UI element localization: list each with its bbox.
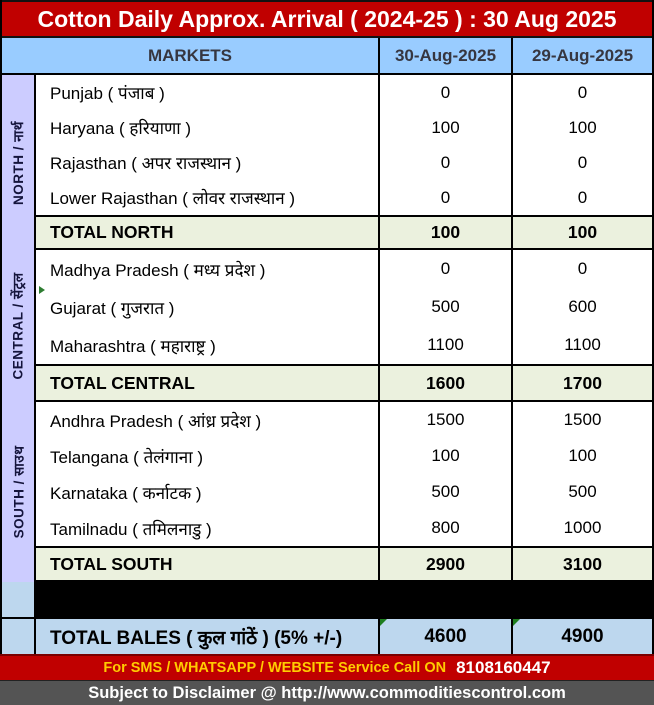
market-name: Maharashtra ( महाराष्ट्र ) xyxy=(36,326,380,364)
value-current: 0 xyxy=(380,145,513,180)
grand-total-left-cell xyxy=(2,619,36,654)
grand-total-value-current: 4600 xyxy=(380,619,513,654)
sms-service-text: For SMS / WHATSAPP / WEBSITE Service Cal… xyxy=(103,660,447,676)
disclaimer-bar: Subject to Disclaimer @ http://www.commo… xyxy=(0,680,654,705)
sms-service-phone: 8108160447 xyxy=(456,658,551,677)
comment-marker-icon xyxy=(380,619,387,626)
total-row-central: TOTAL CENTRAL 1600 1700 xyxy=(36,364,652,402)
spacer-row xyxy=(2,582,652,617)
value-current: 100 xyxy=(380,438,513,474)
market-name: Lower Rajasthan ( लोवर राजस्थान ) xyxy=(36,180,380,215)
market-name: Tamilnadu ( तमिलनाडु ) xyxy=(36,510,380,546)
value-previous: 0 xyxy=(577,187,588,207)
total-row-north: TOTAL NORTH 100 100 xyxy=(36,215,652,250)
value-previous: 0 xyxy=(577,82,588,102)
value-current: 800 xyxy=(380,510,513,546)
table-row: Punjab ( पंजाब ) 0 0 xyxy=(36,75,652,110)
value-current: 0 xyxy=(380,180,513,215)
value-current: 1100 xyxy=(380,326,513,364)
total-value-previous: 100 xyxy=(567,222,598,242)
table-row: Andhra Pradesh ( आंध्र प्रदेश ) 1500 150… xyxy=(36,402,652,438)
section-south: SOUTH / साउथ Andhra Pradesh ( आंध्र प्रद… xyxy=(2,402,652,582)
total-value-previous: 1700 xyxy=(563,372,602,393)
table-row: Haryana ( हरियाणा ) 100 100 xyxy=(36,110,652,145)
report-title-bar: Cotton Daily Approx. Arrival ( 2024-25 )… xyxy=(2,0,652,38)
comment-marker-icon xyxy=(39,286,45,294)
table-row: Rajasthan ( अपर राजस्थान ) 0 0 xyxy=(36,145,652,180)
total-value-current: 1600 xyxy=(380,366,513,400)
comment-marker-icon xyxy=(513,619,520,626)
total-label: TOTAL CENTRAL xyxy=(36,366,380,400)
value-previous: 0 xyxy=(577,259,588,278)
value-previous: 100 xyxy=(568,446,597,465)
market-name: Rajasthan ( अपर राजस्थान ) xyxy=(36,145,380,180)
value-current: 500 xyxy=(380,288,513,326)
market-name: Madhya Pradesh ( मध्य प्रदेश ) xyxy=(36,250,380,288)
disclaimer-text: Subject to Disclaimer @ http://www.commo… xyxy=(88,683,566,702)
section-label-north: NORTH / नार्थ xyxy=(2,75,36,250)
section-label-central: CENTRAL / सेंट्रल xyxy=(2,250,36,402)
total-value-current: 2900 xyxy=(380,548,513,580)
market-name: Andhra Pradesh ( आंध्र प्रदेश ) xyxy=(36,402,380,438)
value-previous: 1100 xyxy=(564,335,601,354)
section-label-south: SOUTH / साउथ xyxy=(2,402,36,582)
market-name: Telangana ( तेलंगाना ) xyxy=(36,438,380,474)
grand-total-value-previous: 4900 xyxy=(513,619,652,654)
value-previous: 1500 xyxy=(563,410,602,429)
total-label: TOTAL NORTH xyxy=(36,217,380,248)
total-value-current: 100 xyxy=(380,217,513,248)
table-row: Lower Rajasthan ( लोवर राजस्थान ) 0 0 xyxy=(36,180,652,215)
value-current: 0 xyxy=(380,75,513,110)
value-previous: 500 xyxy=(568,482,597,501)
table-row: Telangana ( तेलंगाना ) 100 100 xyxy=(36,438,652,474)
column-header-markets: MARKETS xyxy=(2,38,380,73)
value-previous: 0 xyxy=(577,152,588,172)
value-current: 100 xyxy=(380,110,513,145)
value-current: 0 xyxy=(380,250,513,288)
table-row: Madhya Pradesh ( मध्य प्रदेश ) 0 0 xyxy=(36,250,652,288)
value-current: 1500 xyxy=(380,402,513,438)
market-name: Haryana ( हरियाणा ) xyxy=(36,110,380,145)
table-row: Tamilnadu ( तमिलनाडु ) 800 1000 xyxy=(36,510,652,546)
total-label: TOTAL SOUTH xyxy=(36,548,380,580)
market-name: Gujarat ( गुजरात ) xyxy=(36,288,380,326)
table-row: Karnataka ( कर्नाटक ) 500 500 xyxy=(36,474,652,510)
value-previous: 100 xyxy=(568,117,597,137)
market-name: Punjab ( पंजाब ) xyxy=(36,75,380,110)
grand-total-row: TOTAL BALES ( कुल गांठें ) (5% +/-) 4600… xyxy=(2,617,652,654)
column-header-date-current: 30-Aug-2025 xyxy=(380,38,513,73)
sms-service-bar: For SMS / WHATSAPP / WEBSITE Service Cal… xyxy=(0,654,654,680)
market-name: Karnataka ( कर्नाटक ) xyxy=(36,474,380,510)
table-row: Gujarat ( गुजरात ) 500 600 xyxy=(36,288,652,326)
spacer-left-cell xyxy=(2,582,36,617)
section-central: CENTRAL / सेंट्रल Madhya Pradesh ( मध्य … xyxy=(2,250,652,402)
total-value-previous: 3100 xyxy=(563,553,602,574)
table-row: Maharashtra ( महाराष्ट्र ) 1100 1100 xyxy=(36,326,652,364)
page-title: Cotton Daily Approx. Arrival ( 2024-25 )… xyxy=(37,5,617,32)
value-previous: 600 xyxy=(568,297,597,316)
total-row-south: TOTAL SOUTH 2900 3100 xyxy=(36,546,652,582)
value-current: 500 xyxy=(380,474,513,510)
table-header-row: MARKETS 30-Aug-2025 29-Aug-2025 xyxy=(2,38,652,75)
column-header-date-previous: 29-Aug-2025 xyxy=(531,45,634,65)
section-north: NORTH / नार्थ Punjab ( पंजाब ) 0 0 Harya… xyxy=(2,75,652,250)
grand-total-label: TOTAL BALES ( कुल गांठें ) (5% +/-) xyxy=(36,619,380,654)
spacer-black-band xyxy=(36,582,652,617)
value-previous: 1000 xyxy=(563,518,602,537)
report-table: Cotton Daily Approx. Arrival ( 2024-25 )… xyxy=(0,0,654,654)
